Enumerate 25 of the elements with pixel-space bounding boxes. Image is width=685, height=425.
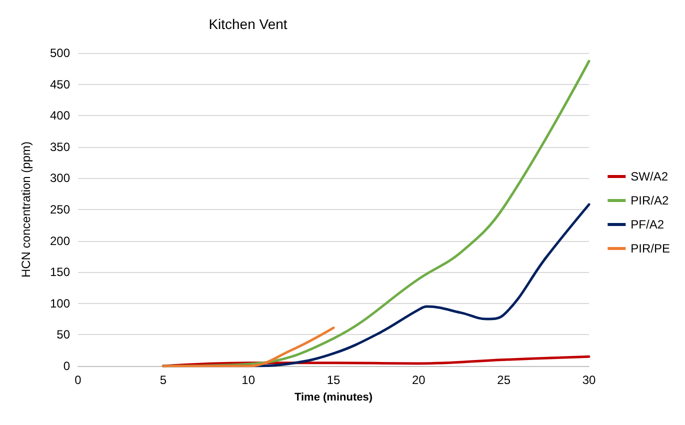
legend-label: SW/A2 xyxy=(630,170,668,184)
legend-label: PIR/A2 xyxy=(630,194,669,208)
y-tick-label: 350 xyxy=(50,140,70,154)
y-tick-label: 150 xyxy=(50,265,70,280)
y-axis-title: HCN concentration (ppm) xyxy=(19,141,33,278)
y-tick-label: 450 xyxy=(50,77,70,92)
x-tick-label: 10 xyxy=(242,373,256,387)
x-tick-label: 5 xyxy=(160,373,167,387)
y-tick-label: 300 xyxy=(50,171,70,186)
legend-label: PIR/PE xyxy=(630,242,670,256)
y-tick-label: 50 xyxy=(56,328,70,342)
y-tick-label: 200 xyxy=(50,234,70,248)
x-tick-label: 20 xyxy=(412,373,426,387)
y-tick-label: 500 xyxy=(50,46,70,60)
y-tick-label: 100 xyxy=(50,296,70,310)
y-tick-label: 400 xyxy=(50,108,70,123)
x-axis-title: Time (minutes) xyxy=(294,392,373,404)
y-tick-label: 0 xyxy=(63,359,70,373)
x-tick-label: 30 xyxy=(582,373,596,387)
chart-title: Kitchen Vent xyxy=(208,16,288,32)
x-tick-label: 15 xyxy=(326,373,340,387)
x-tick-label: 0 xyxy=(74,373,82,387)
x-tick-label: 25 xyxy=(497,373,511,387)
y-tick-label: 250 xyxy=(50,202,70,216)
legend-label: PF/A2 xyxy=(630,218,664,232)
